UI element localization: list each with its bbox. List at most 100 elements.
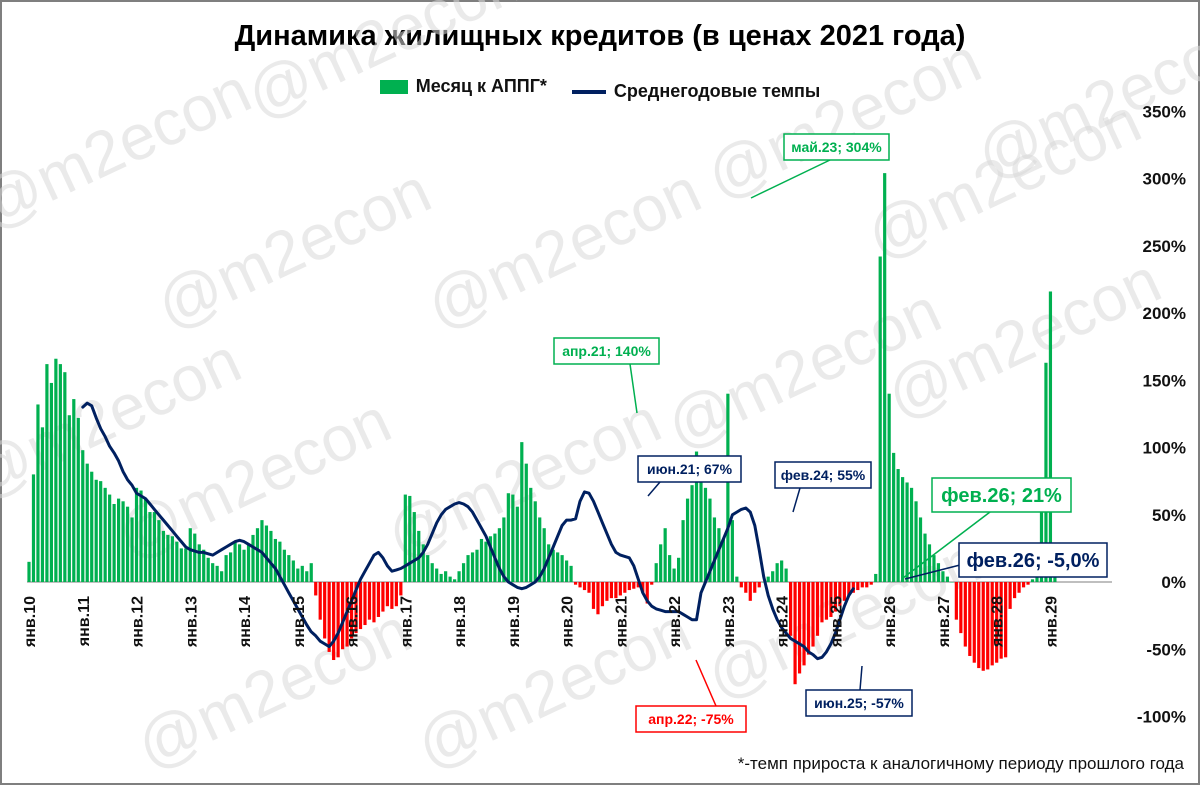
annotation-label: апр.21; 140% [562,343,651,359]
bar [977,582,981,669]
bar [748,582,752,601]
legend-item-bars: Месяц к АППГ* [379,76,547,97]
bar [49,382,53,582]
bar [636,582,640,588]
bar [367,582,372,620]
bar [847,582,851,596]
bar [744,582,748,593]
y-tick-label: 350% [1143,102,1186,121]
bar [923,533,927,582]
chart-legend: Месяц к АППГ* Среднегодовые темпы [2,76,1198,102]
bar [470,552,475,582]
annotation-leader [859,665,863,691]
bar [685,498,690,582]
bar [797,582,802,674]
bar [865,582,869,588]
bar [300,565,304,582]
bar [444,571,448,582]
bar [264,525,269,582]
y-tick-label: 150% [1143,371,1186,390]
bar [690,485,694,582]
y-tick-label: 300% [1143,170,1186,189]
bar [63,372,67,582]
bar [869,582,873,585]
annotation-box [637,455,742,483]
bar [654,563,658,582]
bar [712,517,717,582]
bar [582,582,587,591]
y-tick-label: -100% [1137,708,1186,727]
legend-line-label: Среднегодовые темпы [613,81,821,101]
annotation-label: июн.21; 67% [647,461,733,477]
bar [569,565,573,582]
bar [72,399,76,582]
bar [591,582,596,609]
bar [968,582,972,656]
bar [193,533,197,582]
annotation-leader [695,659,717,707]
bar [936,563,941,582]
bar [134,487,139,582]
x-tick-label: янв.13 [183,596,200,648]
bar [623,582,627,593]
bar [85,463,89,582]
bar [376,582,381,617]
bar [726,393,730,582]
bar [941,571,945,582]
bar [479,538,484,582]
bar [892,452,896,582]
x-tick-label: янв.27 [936,596,953,648]
annotation-box [931,477,1072,513]
bar [735,576,739,582]
x-tick-label: янв.25 [828,596,845,648]
bar [775,563,779,582]
bar [497,528,501,582]
x-tick-label: янв.20 [560,596,577,648]
bar [730,520,734,582]
bar [94,479,98,582]
bar [354,582,358,634]
x-tick-label: янв.23 [721,596,738,648]
bar [784,568,788,582]
annotation-label: апр.22; -75% [648,711,734,727]
bar [771,571,775,582]
bar [990,582,994,666]
bar [981,582,985,671]
annotation-label: фев.26; 21% [941,485,1062,507]
bar [945,576,949,582]
bar [157,520,161,582]
bar [435,568,439,582]
bar [632,582,636,589]
bar [972,582,976,663]
watermark-text: @m2econ [235,0,531,133]
bar [453,579,457,582]
bar [332,582,336,661]
bar [511,494,515,582]
bar [1039,485,1044,582]
y-tick-label: 200% [1143,304,1186,323]
bar [618,582,622,596]
bar [681,520,685,582]
watermark-text: @m2econ [0,54,261,243]
bar [578,582,582,588]
bar [600,582,605,607]
y-tick-label: 250% [1143,237,1186,256]
bar [372,582,376,623]
bar [67,415,71,582]
bar [246,544,251,582]
bar [506,493,510,582]
bar [1021,582,1026,588]
bar [963,582,967,647]
bar [229,552,233,582]
bar [551,549,555,582]
bar [251,534,255,582]
bar [282,549,286,582]
bar [166,534,170,582]
bar [197,544,201,582]
bar [466,555,470,582]
bar [565,560,569,582]
bar [524,463,528,582]
bar [721,538,725,582]
bar [349,582,354,639]
